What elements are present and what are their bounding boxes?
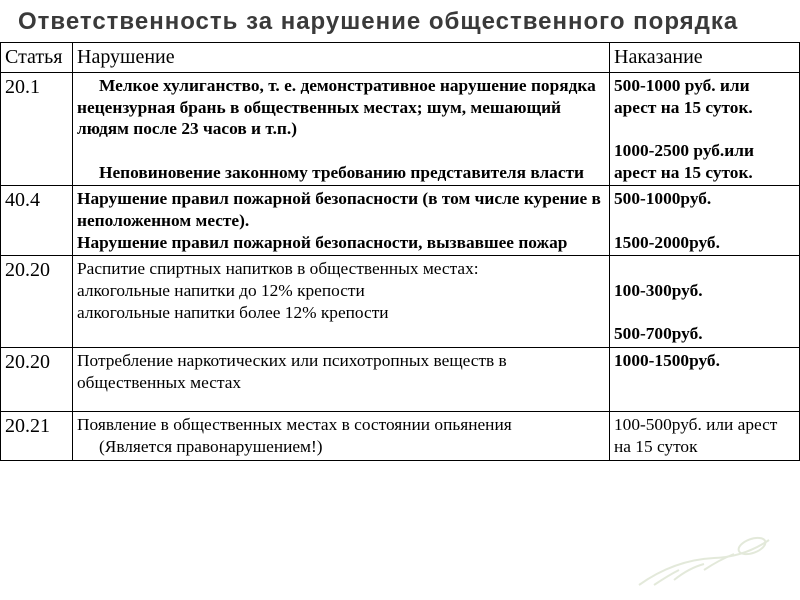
punish-line: 100-300руб. (614, 281, 703, 300)
leaf-decoration-icon (634, 530, 774, 590)
cell-article: 20.20 (1, 347, 73, 411)
table-row: 20.1 Мелкое хулиганство, т. е. демонстра… (1, 73, 800, 186)
punish-line: 1500-2000руб. (614, 233, 720, 252)
cell-punish: 500-1000 руб. или арест на 15 суток. 100… (610, 73, 800, 186)
cell-punish: 500-1000руб. 1500-2000руб. (610, 186, 800, 256)
violation-para: Мелкое хулиганство, т. е. демонстративно… (77, 75, 605, 140)
col-header-article: Статья (1, 43, 73, 73)
cell-punish: 1000-1500руб. (610, 347, 800, 411)
table-row: 20.20 Распитие спиртных напитков в общес… (1, 256, 800, 348)
page-title-text: Ответственность за нарушение общественно… (18, 8, 738, 35)
cell-article: 20.1 (1, 73, 73, 186)
violation-para: Потребление наркотических или психотропн… (77, 351, 507, 392)
cell-violation: Нарушение правил пожарной безопасности (… (73, 186, 610, 256)
punish-line: 500-700руб. (614, 324, 703, 343)
violation-para: Неповиновение законному требованию предс… (77, 162, 605, 184)
cell-punish: 100-500руб. или арест на 15 суток (610, 412, 800, 460)
violation-para: алкогольные напитки более 12% крепости (77, 303, 389, 322)
punish-line: 100-500руб. или арест на 15 суток (614, 415, 777, 456)
cell-violation: Мелкое хулиганство, т. е. демонстративно… (73, 73, 610, 186)
violation-para: Появление в общественных местах в состоя… (77, 415, 512, 434)
table-row: 20.21 Появление в общественных местах в … (1, 412, 800, 460)
table-header-row: Статья Нарушение Наказание (1, 43, 800, 73)
punish-line: 500-1000 руб. или арест на 15 суток. (614, 76, 753, 117)
page-title: Ответственность за нарушение общественно… (0, 0, 800, 42)
cell-violation: Появление в общественных местах в состоя… (73, 412, 610, 460)
violation-para: Нарушение правил пожарной безопасности, … (77, 233, 567, 252)
cell-violation: Распитие спиртных напитков в общественны… (73, 256, 610, 348)
table-row: 40.4 Нарушение правил пожарной безопасно… (1, 186, 800, 256)
law-table: Статья Нарушение Наказание 20.1 Мелкое х… (0, 42, 800, 461)
cell-article: 40.4 (1, 186, 73, 256)
punish-line: 500-1000руб. (614, 189, 711, 208)
col-header-punish: Наказание (610, 43, 800, 73)
violation-para: Нарушение правил пожарной безопасности (… (77, 189, 601, 230)
violation-para: алкогольные напитки до 12% крепости (77, 281, 365, 300)
punish-line: 1000-1500руб. (614, 351, 720, 370)
cell-article: 20.21 (1, 412, 73, 460)
table-row: 20.20 Потребление наркотических или псих… (1, 347, 800, 411)
cell-violation: Потребление наркотических или психотропн… (73, 347, 610, 411)
cell-punish: 100-300руб. 500-700руб. (610, 256, 800, 348)
cell-article: 20.20 (1, 256, 73, 348)
punish-line: 1000-2500 руб.или арест на 15 суток. (614, 141, 754, 182)
violation-para: Распитие спиртных напитков в общественны… (77, 259, 479, 278)
violation-para: (Является правонарушением!) (77, 436, 605, 458)
col-header-violation: Нарушение (73, 43, 610, 73)
